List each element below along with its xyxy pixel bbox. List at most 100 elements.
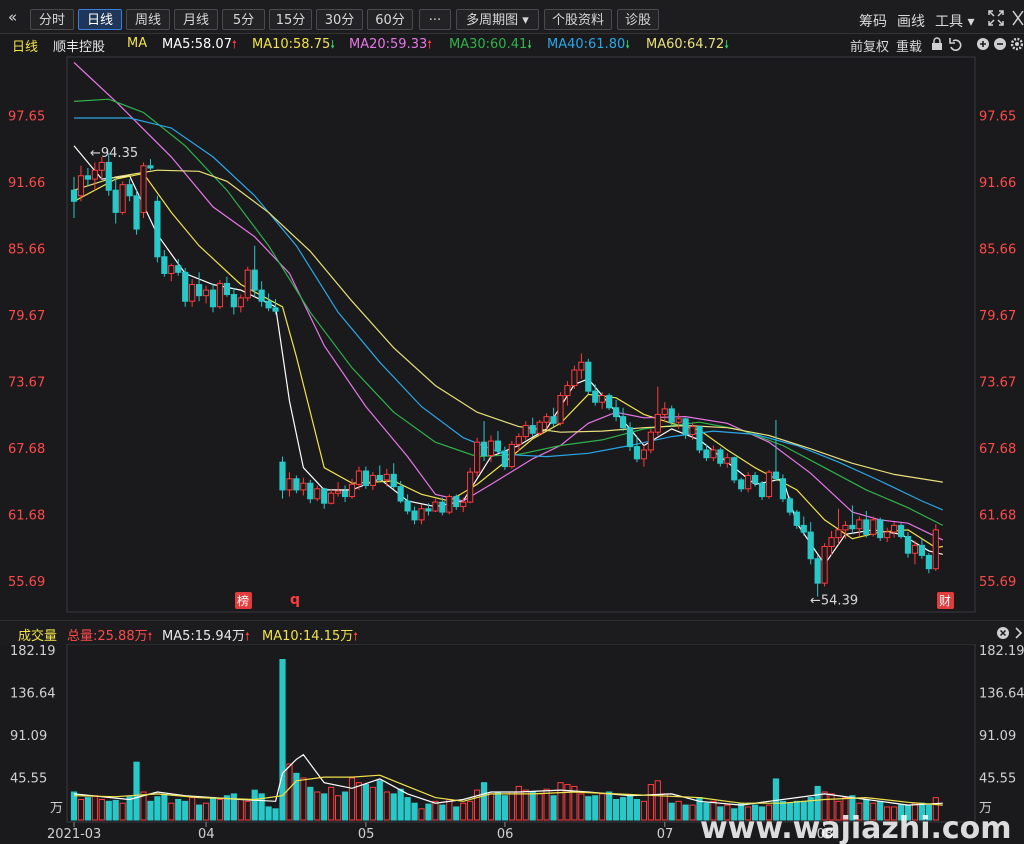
- period-button[interactable]: ···: [419, 9, 451, 30]
- close-panel-icon[interactable]: [997, 627, 1009, 639]
- candle: [863, 519, 870, 535]
- volume-bar: [439, 804, 446, 821]
- volume-bar: [126, 796, 133, 821]
- volume-ma10: MA10:14.15万🠕: [262, 629, 358, 644]
- price-tick-right: 61.68: [979, 509, 1016, 524]
- arrow-down-icon: 🠗: [724, 38, 729, 51]
- plus-circle-icon[interactable]: [977, 38, 989, 50]
- volume-bar: [168, 802, 175, 821]
- settings-icon[interactable]: [1010, 37, 1023, 51]
- candle: [599, 395, 606, 403]
- candle: [175, 265, 182, 273]
- volume-bar: [661, 793, 668, 821]
- candle: [522, 425, 529, 438]
- event-marker[interactable]: q: [290, 592, 300, 608]
- undo-icon[interactable]: [949, 38, 962, 51]
- candle: [119, 184, 126, 213]
- volume-bar: [147, 800, 154, 821]
- lock-icon[interactable]: [932, 37, 942, 50]
- ma-line-ma5: [73, 145, 943, 566]
- candle: [585, 361, 592, 392]
- period-button[interactable]: 个股资料: [544, 9, 612, 30]
- volume-bar: [369, 786, 376, 821]
- candle: [154, 200, 161, 258]
- next-panel-icon[interactable]: [1015, 627, 1022, 639]
- candle: [619, 416, 627, 429]
- candle: [147, 165, 154, 169]
- candle: [376, 474, 383, 481]
- adjust-mode-button[interactable]: 前复权: [850, 40, 890, 55]
- period-button[interactable]: 多周期图 ▾: [456, 9, 539, 30]
- candle: [258, 289, 265, 302]
- candle: [474, 441, 481, 473]
- volume-bar: [891, 806, 898, 821]
- close-icon[interactable]: [1012, 10, 1024, 26]
- reload-button[interactable]: 重载: [896, 40, 923, 55]
- volume-bar: [467, 800, 474, 821]
- candle: [105, 161, 112, 191]
- indicator-name[interactable]: MA: [127, 36, 148, 51]
- chart-header: 日线 顺丰控股 MA MA5:58.07🠕 MA10:58.75🠗 MA20:59.…: [0, 33, 1024, 55]
- volume-bar: [474, 789, 481, 821]
- ma-line-ma10: [73, 172, 943, 549]
- volume-bar: [842, 797, 849, 821]
- volume-header: 成交量 总量:25.88万🠕 MA5:15.94万🠕 MA10:14.15万🠕: [0, 620, 1024, 645]
- period-button[interactable]: 月线: [174, 9, 218, 30]
- period-button[interactable]: 日线: [78, 9, 122, 30]
- expand-icon[interactable]: [988, 10, 1004, 26]
- volume-bar: [494, 791, 502, 821]
- volume-bar: [849, 795, 856, 821]
- volume-bar: [209, 797, 217, 821]
- candle: [536, 421, 543, 434]
- period-button[interactable]: 诊股: [617, 9, 659, 30]
- finance-badge[interactable]: 财: [937, 592, 954, 609]
- candle: [828, 537, 835, 548]
- ma-line-ma20: [73, 62, 944, 541]
- stock-name: 顺丰控股: [53, 40, 106, 55]
- volume-bar: [154, 796, 161, 821]
- volume-bar: [460, 802, 467, 821]
- candle: [703, 449, 710, 459]
- collapse-sidebar-icon[interactable]: «: [8, 8, 18, 26]
- draw-button[interactable]: 画线: [897, 14, 925, 30]
- volume-bar: [557, 782, 564, 821]
- candle: [626, 427, 634, 448]
- period-label: 日线: [12, 40, 39, 55]
- candle: [717, 449, 724, 464]
- low-price-label: ←54.39: [810, 594, 858, 609]
- candle: [647, 431, 654, 451]
- period-button[interactable]: 30分: [316, 9, 363, 30]
- volume-bar: [536, 793, 543, 821]
- period-button[interactable]: 周线: [126, 9, 170, 30]
- candle: [550, 416, 557, 424]
- candle: [307, 482, 314, 500]
- candle: [842, 524, 849, 531]
- minus-circle-icon[interactable]: [994, 38, 1006, 50]
- price-tick-right: 73.67: [979, 376, 1016, 391]
- candle: [251, 269, 258, 291]
- volume-bar: [529, 791, 536, 821]
- rank-badge[interactable]: 榜: [235, 592, 252, 609]
- volume-bar: [418, 808, 425, 821]
- period-button[interactable]: 5分: [222, 9, 265, 30]
- high-price-label: ←94.35: [90, 146, 138, 161]
- tools-dropdown[interactable]: 工具 ▾: [935, 14, 975, 30]
- volume-bar: [98, 798, 105, 821]
- volume-bar: [640, 800, 647, 821]
- candle: [362, 470, 369, 486]
- candle: [112, 189, 119, 213]
- volume-bar: [515, 785, 522, 821]
- chip-button[interactable]: 筹码: [859, 14, 887, 30]
- period-button[interactable]: 分时: [30, 9, 74, 30]
- volume-chart[interactable]: 182.19 182.19 136.64 136.64 91.09 91.09 45.55 4…: [0, 644, 1024, 844]
- price-tick-right: 97.65: [979, 109, 1016, 124]
- volume-bar: [77, 798, 85, 821]
- volume-bar: [223, 795, 231, 821]
- candle: [383, 473, 390, 481]
- price-tick-right: 85.66: [979, 242, 1016, 257]
- period-button[interactable]: 60分: [367, 9, 413, 30]
- candle: [453, 496, 460, 508]
- candlestick-chart[interactable]: 97.65 97.65 91.66 91.66 85.66 85.66 79.67 79.67…: [0, 55, 1024, 620]
- candle: [849, 524, 856, 530]
- period-button[interactable]: 15分: [269, 9, 312, 30]
